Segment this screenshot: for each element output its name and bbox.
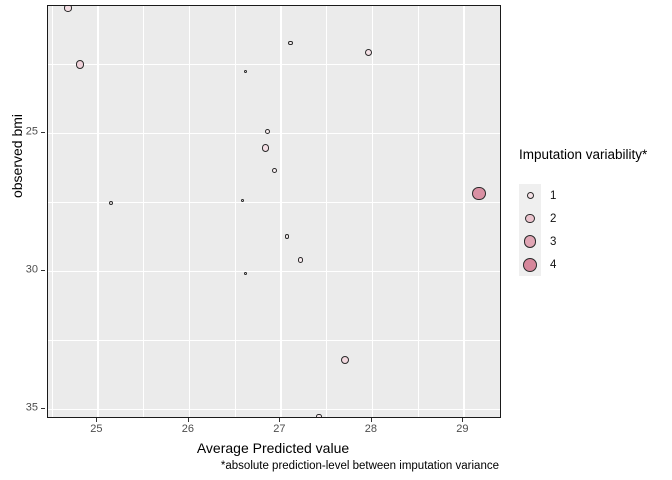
scatter-point (262, 144, 270, 152)
legend-key (519, 253, 541, 276)
legend-item: 2 (519, 207, 669, 230)
legend-size-glyph (523, 257, 537, 272)
gridline (48, 270, 500, 273)
gridline (143, 6, 144, 417)
x-axis-title: Average Predicted value (196, 440, 350, 456)
scatter-point (264, 128, 271, 135)
gridline (463, 6, 465, 417)
scatter-point (297, 257, 304, 264)
gridline (188, 6, 191, 417)
scatter-point (241, 198, 245, 203)
gridline (48, 132, 500, 135)
legend-key (519, 184, 541, 207)
scatter-point (472, 186, 486, 200)
x-tick-label: 25 (90, 423, 103, 435)
x-axis-tick (96, 418, 98, 422)
y-tick-label: 35 (25, 401, 38, 414)
gridline (48, 201, 500, 203)
scatter-point (64, 6, 72, 12)
scatter-point (288, 41, 293, 46)
legend-item-label: 3 (550, 235, 557, 248)
scatter-point (108, 201, 114, 206)
x-axis-tick (187, 418, 189, 422)
scatter-point (272, 167, 278, 173)
gridline (234, 6, 236, 417)
gridline (326, 6, 327, 417)
legend-items: 1 2 3 4 (519, 184, 669, 276)
plot-caption: *absolute prediction-level between imput… (220, 460, 499, 472)
y-axis-tick (41, 269, 45, 271)
x-tick-label: 27 (273, 423, 286, 435)
scatter-point (244, 69, 248, 73)
y-axis-tick (41, 131, 45, 133)
scatter-point (75, 60, 85, 69)
y-axis-tick (41, 407, 45, 409)
legend-size-glyph (525, 213, 535, 224)
gridline (48, 63, 500, 65)
y-axis-title: observed bmi (9, 113, 25, 199)
legend: Imputation variability* 1 2 3 4 (519, 147, 669, 276)
legend-size-glyph (523, 235, 537, 248)
gridline (97, 6, 99, 417)
gridline (48, 339, 500, 341)
legend-item-label: 4 (550, 258, 557, 271)
x-tick-label: 29 (456, 423, 469, 435)
x-axis-tick (279, 418, 281, 422)
plot-panel (47, 5, 501, 418)
gridline (51, 6, 53, 417)
gridline (48, 408, 500, 411)
legend-item-label: 1 (550, 189, 557, 202)
y-tick-label: 25 (25, 125, 38, 138)
legend-size-glyph (526, 192, 534, 199)
x-tick-label: 26 (181, 423, 195, 435)
scatter-point (341, 356, 350, 365)
legend-key (519, 207, 541, 230)
x-axis-tick (370, 418, 372, 422)
gridline (417, 6, 419, 417)
x-axis-tick (462, 418, 464, 422)
scatter-point (244, 271, 248, 276)
legend-title: Imputation variability* (519, 147, 648, 162)
scatter-point (284, 234, 290, 239)
gridline (371, 6, 374, 417)
gridline (280, 6, 282, 417)
legend-item: 4 (519, 253, 669, 276)
y-tick-label: 30 (25, 263, 38, 276)
legend-item-label: 2 (550, 212, 557, 225)
scatter-point (364, 48, 372, 56)
legend-item: 1 (519, 184, 669, 207)
legend-key (519, 230, 541, 253)
x-tick-label: 28 (364, 423, 378, 435)
scatter-point (315, 413, 322, 417)
legend-item: 3 (519, 230, 669, 253)
